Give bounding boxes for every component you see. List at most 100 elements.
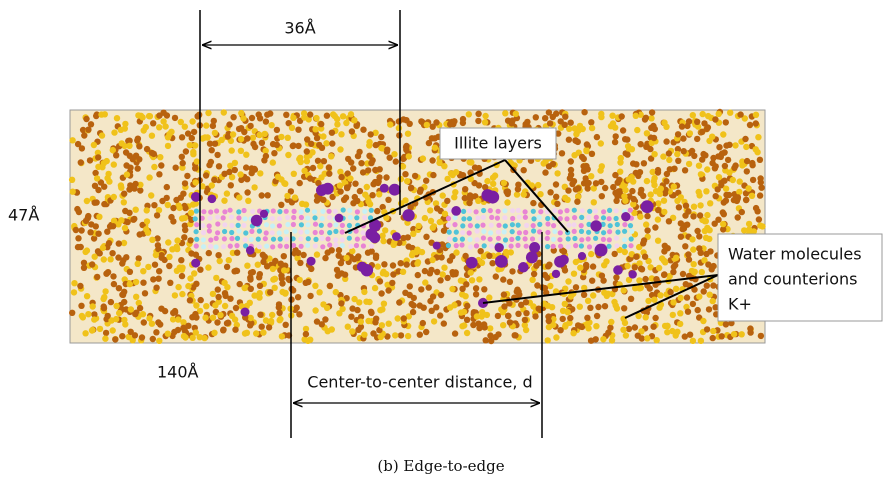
atom — [655, 169, 661, 175]
atom — [661, 209, 667, 215]
atom — [422, 215, 428, 221]
atom — [615, 230, 620, 235]
atom — [369, 248, 375, 254]
atom — [236, 223, 241, 228]
atom — [238, 125, 244, 131]
atom — [616, 188, 622, 194]
atom — [601, 209, 606, 214]
atom — [132, 332, 138, 338]
atom — [508, 249, 514, 255]
atom — [459, 323, 465, 329]
atom — [378, 134, 384, 140]
atom — [94, 274, 100, 280]
atom — [731, 165, 737, 171]
atom — [509, 120, 515, 126]
atom — [202, 315, 208, 321]
atom — [229, 230, 234, 235]
atom — [192, 165, 198, 171]
atom — [194, 243, 199, 248]
atom — [638, 141, 644, 147]
atom — [447, 236, 452, 241]
atom — [299, 209, 304, 214]
atom — [641, 237, 647, 243]
atom — [476, 276, 482, 282]
atom — [481, 208, 486, 213]
atom — [544, 275, 550, 281]
atom — [593, 323, 599, 329]
atom — [739, 162, 745, 168]
atom — [257, 283, 263, 289]
atom — [175, 316, 181, 322]
atom — [343, 255, 349, 261]
atom — [424, 122, 430, 128]
distance-label: Center-to-center distance, d — [307, 373, 532, 392]
atom — [217, 258, 223, 264]
atom — [698, 338, 704, 344]
atom — [468, 269, 474, 275]
atom — [643, 314, 649, 320]
atom — [510, 229, 515, 234]
height-label: 47Å — [8, 206, 39, 225]
atom — [243, 152, 249, 158]
atom — [215, 230, 220, 235]
atom — [224, 190, 230, 196]
atom — [673, 286, 679, 292]
atom — [268, 318, 274, 324]
atom — [295, 143, 301, 149]
atom — [349, 328, 355, 334]
atom — [551, 244, 556, 249]
atom — [257, 312, 263, 318]
atom — [532, 313, 538, 319]
atom — [475, 223, 480, 228]
atom — [699, 269, 705, 275]
figure: 36Å 47Å 140Å Center-to-center distance, … — [0, 0, 883, 488]
atom — [211, 177, 217, 183]
atom — [210, 315, 216, 321]
atom — [558, 230, 563, 235]
atom — [236, 215, 241, 220]
atom — [338, 300, 344, 306]
atom — [719, 333, 725, 339]
atom — [226, 121, 232, 127]
atom — [229, 223, 234, 228]
atom — [222, 229, 227, 234]
atom — [460, 237, 465, 242]
atom — [607, 229, 612, 234]
atom — [704, 212, 710, 218]
atom — [84, 198, 90, 204]
atom — [754, 208, 760, 214]
atom — [367, 201, 373, 207]
atom — [387, 121, 393, 127]
atom — [573, 186, 579, 192]
atom — [518, 262, 528, 272]
atom — [320, 216, 325, 221]
atom — [259, 324, 265, 330]
atom — [502, 208, 507, 213]
atom — [427, 207, 433, 213]
atom — [591, 199, 597, 205]
atom — [267, 110, 273, 116]
atom — [150, 336, 156, 342]
atom — [665, 245, 671, 251]
atom — [215, 215, 220, 220]
atom — [373, 142, 379, 148]
atom — [389, 280, 395, 286]
atom — [187, 142, 193, 148]
atom — [418, 286, 424, 292]
atom — [333, 209, 338, 214]
atom — [550, 114, 556, 120]
atom — [608, 223, 613, 228]
atom — [170, 205, 176, 211]
atom — [671, 166, 677, 172]
atom — [490, 181, 496, 187]
atom — [444, 176, 450, 182]
atom — [704, 326, 710, 332]
atom — [366, 139, 372, 145]
atom — [481, 286, 487, 292]
atom — [600, 336, 606, 342]
atom — [678, 295, 684, 301]
atom — [649, 109, 655, 115]
atom — [666, 218, 672, 224]
atom — [270, 244, 275, 249]
atom — [713, 193, 719, 199]
